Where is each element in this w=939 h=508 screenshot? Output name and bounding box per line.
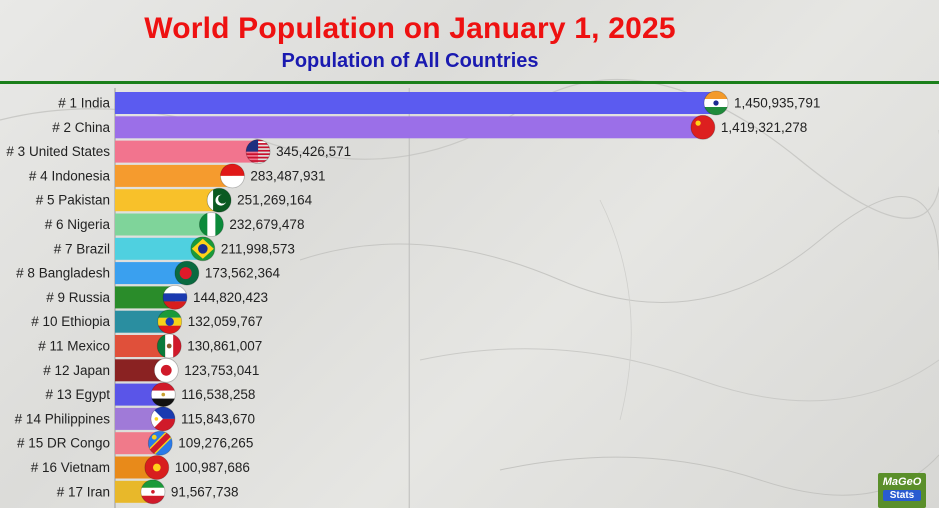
- japan-flag-icon: [153, 357, 179, 383]
- bar-egypt: [115, 383, 164, 406]
- value-label: 130,861,007: [187, 339, 262, 354]
- philippines-flag-icon: [150, 406, 176, 432]
- value-label: 251,269,164: [237, 193, 313, 208]
- mexico-flag-icon: [156, 333, 182, 359]
- logo-sub-text: Stats: [883, 490, 921, 501]
- vietnam-flag-icon: [144, 455, 170, 480]
- bar-japan: [115, 359, 167, 382]
- value-label: 123,753,041: [184, 363, 259, 378]
- category-label: # 7 Brazil: [54, 241, 110, 256]
- bar-russia: [115, 286, 175, 309]
- category-label: # 9 Russia: [46, 290, 110, 305]
- chart-subtitle: Population of All Countries: [281, 50, 539, 72]
- bar-ethiopia: [115, 310, 170, 333]
- value-label: 1,450,935,791: [734, 96, 820, 111]
- bar-bangladesh: [115, 262, 187, 285]
- value-label: 132,059,767: [188, 314, 263, 329]
- category-label: # 17 Iran: [57, 484, 110, 499]
- bar-usa: [115, 140, 259, 163]
- chart-title: World Population on January 1, 2025: [144, 12, 676, 45]
- bar-pakistan: [115, 189, 220, 212]
- value-label: 116,538,258: [181, 387, 255, 402]
- bar-philippines: [115, 407, 163, 430]
- bar-nigeria: [115, 213, 212, 236]
- category-label: # 14 Philippines: [15, 411, 111, 426]
- value-label: 144,820,423: [193, 290, 268, 305]
- bar-brazil: [115, 237, 203, 260]
- bar-indonesia: [115, 164, 233, 187]
- drcongo-flag-icon: [147, 430, 173, 456]
- china-flag-icon: [690, 114, 716, 140]
- bar-drcongo: [115, 432, 161, 455]
- value-label: 211,998,573: [221, 241, 295, 256]
- value-label: 232,679,478: [229, 217, 304, 232]
- category-label: # 3 United States: [6, 144, 110, 159]
- category-label: # 4 Indonesia: [29, 168, 111, 183]
- value-label: 1,419,321,278: [721, 120, 807, 135]
- value-label: 109,276,265: [178, 436, 253, 451]
- value-label: 91,567,738: [171, 484, 239, 499]
- brazil-flag-icon: [190, 236, 216, 262]
- value-label: 345,426,571: [276, 144, 351, 159]
- category-label: # 2 China: [52, 120, 110, 135]
- category-label: # 6 Nigeria: [45, 217, 111, 232]
- category-label: # 12 Japan: [43, 363, 110, 378]
- value-label: 100,987,686: [175, 460, 250, 475]
- bar-mexico: [115, 335, 170, 357]
- logo-main-text: MaGeO: [882, 476, 922, 488]
- bar-china: [115, 116, 703, 139]
- bar-india: [115, 92, 716, 114]
- mageo-stats-logo: MaGeO Stats: [878, 473, 926, 508]
- india-flag-icon: [703, 90, 729, 116]
- category-label: # 5 Pakistan: [36, 193, 110, 208]
- category-label: # 11 Mexico: [38, 339, 110, 354]
- category-label: # 8 Bangladesh: [16, 266, 110, 281]
- russia-flag-icon: [162, 284, 188, 310]
- indonesia-flag-icon: [220, 163, 245, 189]
- iran-flag-icon: [140, 479, 166, 505]
- value-label: 173,562,364: [205, 266, 281, 281]
- pakistan-flag-icon: [206, 187, 232, 213]
- ethiopia-flag-icon: [157, 309, 183, 335]
- nigeria-flag-icon: [198, 212, 224, 237]
- category-label: # 10 Ethiopia: [31, 314, 110, 329]
- category-label: # 15 DR Congo: [17, 436, 110, 451]
- egypt-flag-icon: [150, 382, 176, 408]
- category-label: # 1 India: [58, 96, 110, 111]
- category-label: # 13 Egypt: [45, 387, 110, 402]
- header-divider: [0, 81, 939, 84]
- bangladesh-flag-icon: [174, 260, 200, 286]
- value-label: 283,487,931: [250, 168, 325, 183]
- category-label: # 16 Vietnam: [31, 460, 110, 475]
- value-label: 115,843,670: [181, 411, 255, 426]
